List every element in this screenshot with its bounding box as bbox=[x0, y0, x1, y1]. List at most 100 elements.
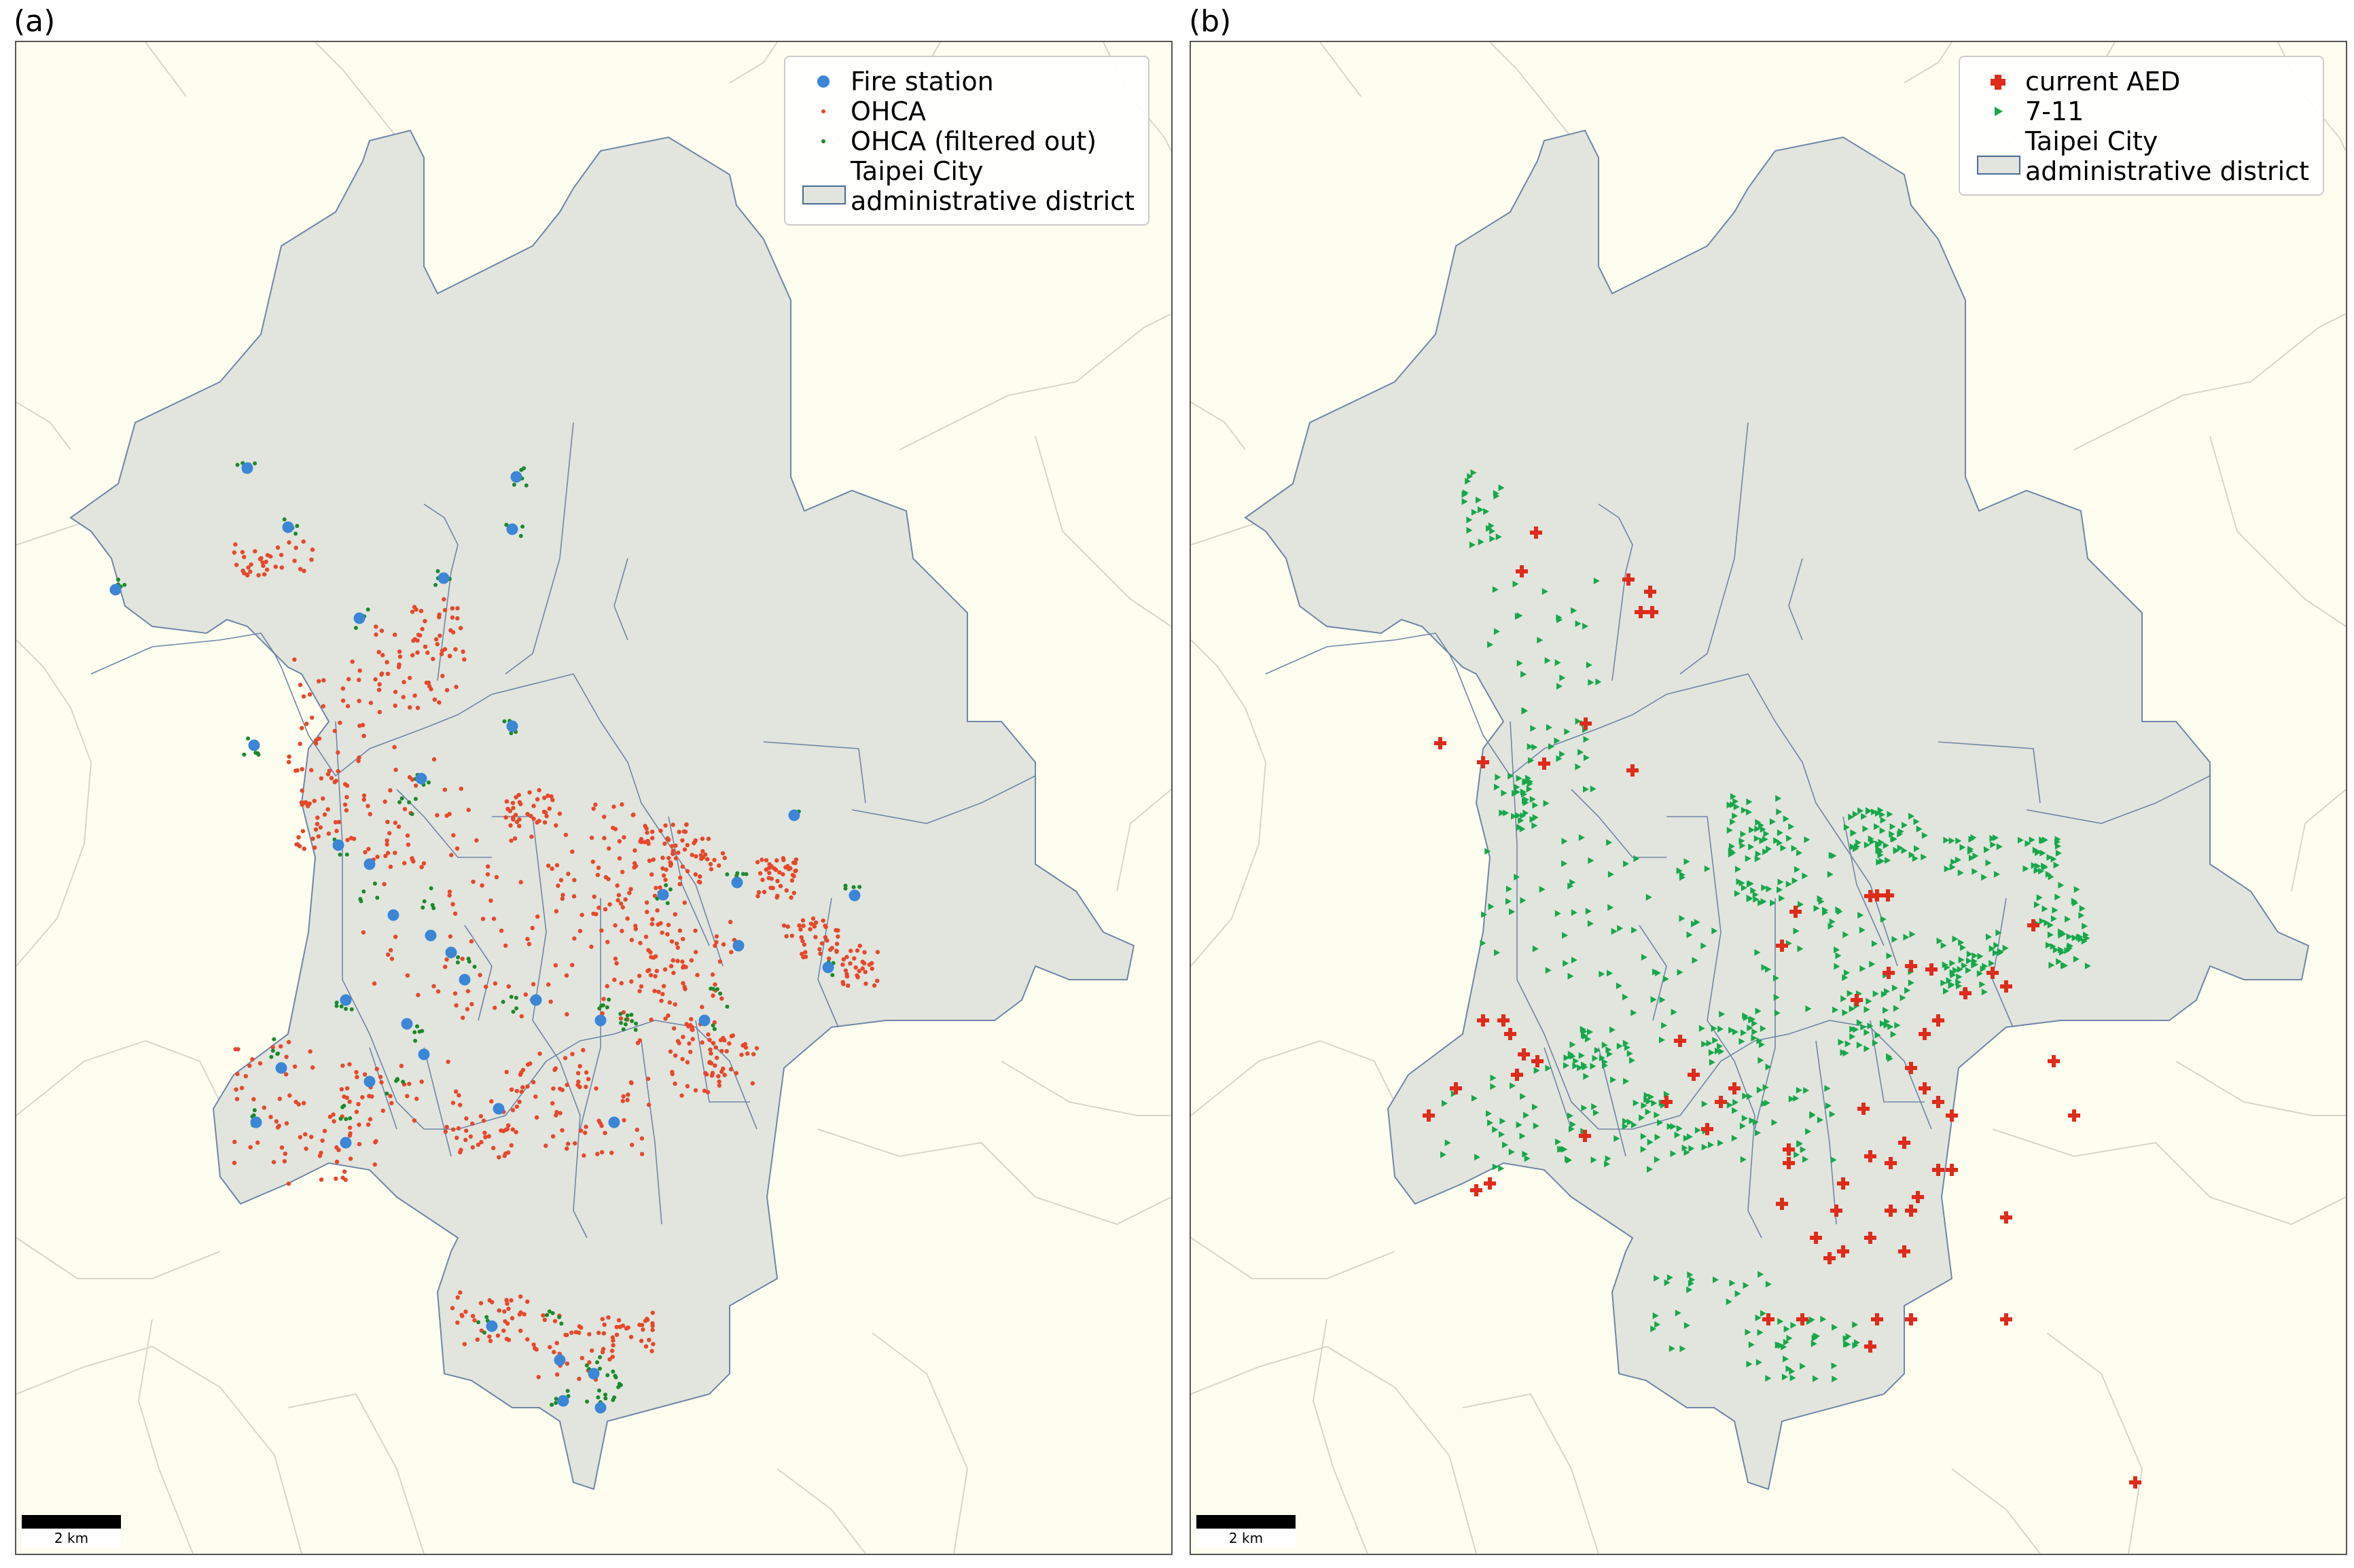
ohca-point bbox=[793, 857, 799, 862]
ohca-point bbox=[552, 1067, 557, 1072]
ohca-filtered-point bbox=[415, 1024, 419, 1029]
seven-eleven-point bbox=[1746, 1092, 1753, 1100]
seven-eleven-point bbox=[1798, 901, 1804, 908]
seven-eleven-point bbox=[1476, 497, 1482, 503]
seven-eleven-point bbox=[1857, 807, 1864, 815]
district-boundary bbox=[423, 1047, 452, 1157]
ohca-point bbox=[310, 1065, 315, 1070]
ohca-point bbox=[695, 972, 700, 978]
ohca-point bbox=[294, 842, 299, 847]
seven-eleven-point bbox=[1901, 847, 1908, 854]
aed-point bbox=[1423, 1109, 1435, 1122]
ohca-point bbox=[799, 935, 804, 940]
ohca-point bbox=[681, 937, 685, 942]
ohca-point bbox=[401, 694, 406, 700]
aed-point bbox=[1919, 1028, 1931, 1040]
ohca-dot-icon bbox=[821, 109, 825, 113]
ohca-point bbox=[235, 1071, 240, 1077]
fire-station-point bbox=[363, 1075, 376, 1088]
seven-eleven-point bbox=[2078, 912, 2085, 919]
ohca-filtered-point bbox=[235, 463, 240, 467]
ohca-point bbox=[485, 872, 491, 877]
ohca-point bbox=[344, 808, 349, 813]
ohca-point bbox=[649, 872, 654, 877]
seven-eleven-point bbox=[1471, 1094, 1478, 1102]
ohca-point bbox=[857, 969, 861, 974]
seven-eleven-point bbox=[1836, 908, 1843, 915]
ohca-point bbox=[300, 802, 304, 807]
ohca-point bbox=[582, 1153, 586, 1158]
ohca-point bbox=[458, 1103, 463, 1107]
seven-eleven-point bbox=[1885, 857, 1891, 864]
ohca-point bbox=[491, 916, 497, 921]
ohca-point bbox=[870, 966, 874, 972]
seven-eleven-point bbox=[2054, 893, 2061, 901]
ohca-point bbox=[667, 1000, 672, 1005]
seven-eleven-point bbox=[1681, 1144, 1688, 1152]
seven-eleven-point bbox=[1842, 931, 1849, 938]
ohca-point bbox=[274, 1119, 279, 1124]
seven-eleven-point bbox=[1732, 813, 1738, 819]
ohca-point bbox=[379, 672, 384, 677]
ohca-point bbox=[637, 1322, 642, 1328]
ohca-point bbox=[414, 1097, 419, 1101]
ohca-point bbox=[322, 1128, 327, 1133]
ohca-point bbox=[784, 888, 789, 893]
ohca-filtered-point bbox=[253, 461, 257, 466]
district-boundary bbox=[763, 741, 866, 804]
seven-eleven-point bbox=[1835, 952, 1842, 959]
ohca-point bbox=[534, 1115, 539, 1120]
seven-eleven-point bbox=[1968, 836, 1975, 843]
seven-eleven-point bbox=[1950, 972, 1957, 979]
ohca-filtered-point bbox=[843, 883, 848, 888]
fire-station-point bbox=[506, 523, 518, 535]
ohca-point bbox=[317, 679, 321, 683]
seven-eleven-point bbox=[1746, 798, 1753, 806]
seven-eleven-point bbox=[1568, 1125, 1575, 1133]
ohca-point bbox=[693, 950, 698, 955]
ohca-point bbox=[611, 1342, 616, 1348]
seven-eleven-point bbox=[1859, 965, 1866, 972]
seven-eleven-point bbox=[1521, 707, 1528, 715]
ohca-point bbox=[514, 1088, 519, 1094]
seven-eleven-point bbox=[1469, 541, 1476, 548]
ohca-filtered-point bbox=[511, 1010, 516, 1014]
seven-eleven-point bbox=[1871, 940, 1878, 947]
seven-eleven-point bbox=[1743, 1282, 1749, 1289]
district-boundary bbox=[559, 422, 574, 559]
aed-point bbox=[1882, 889, 1894, 902]
ohca-point bbox=[641, 1327, 645, 1332]
aed-point bbox=[1871, 1313, 1883, 1325]
ohca-point bbox=[675, 945, 680, 950]
fire-station-point bbox=[588, 1368, 600, 1380]
map-panel-b[interactable]: current AED 7-11 Taipei City administrat… bbox=[1190, 41, 2347, 1555]
seven-eleven-point bbox=[1957, 869, 1964, 876]
map-panel-a[interactable]: Fire station OHCA OHCA (filtered out) Ta… bbox=[15, 41, 1173, 1555]
seven-eleven-point bbox=[1745, 1328, 1751, 1336]
district-boundary bbox=[335, 721, 757, 1130]
ohca-filtered-point bbox=[584, 1363, 589, 1368]
seven-eleven-point bbox=[1561, 838, 1568, 845]
ohca-filtered-point bbox=[395, 1077, 399, 1082]
ohca-point bbox=[774, 895, 779, 900]
ohca-point bbox=[399, 1063, 404, 1069]
ohca-point bbox=[344, 783, 350, 788]
ohca-point bbox=[393, 934, 398, 940]
seven-eleven-point bbox=[1564, 728, 1571, 735]
ohca-point bbox=[620, 802, 624, 807]
ohca-filtered-point bbox=[633, 1027, 638, 1032]
ohca-point bbox=[408, 675, 412, 681]
seven-eleven-point bbox=[1936, 938, 1943, 944]
ohca-point bbox=[376, 688, 382, 692]
seven-eleven-point bbox=[2066, 933, 2073, 940]
ohca-point bbox=[480, 883, 484, 888]
seven-eleven-point bbox=[1623, 860, 1630, 868]
seven-eleven-point bbox=[1514, 613, 1521, 620]
ohca-point bbox=[817, 947, 822, 952]
ohca-point bbox=[444, 957, 449, 962]
seven-eleven-point bbox=[2071, 897, 2077, 905]
ohca-point bbox=[405, 833, 410, 838]
seven-eleven-point bbox=[1461, 491, 1468, 498]
ohca-point bbox=[366, 847, 371, 851]
seven-eleven-point bbox=[1533, 1122, 1539, 1130]
